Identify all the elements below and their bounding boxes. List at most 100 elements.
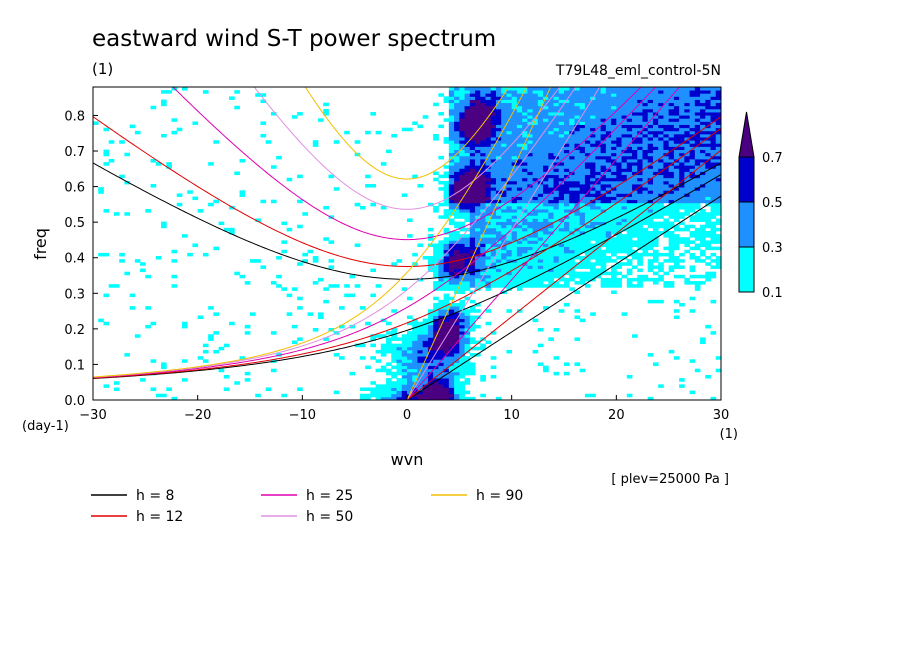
contour-cell — [548, 115, 554, 119]
contour-cell — [265, 140, 272, 144]
contour-cell — [443, 215, 450, 219]
contour-cell — [281, 393, 288, 398]
contour-cell — [652, 171, 659, 176]
contour-cell — [495, 93, 502, 97]
contour-cell — [448, 387, 455, 392]
contour-cell — [469, 365, 476, 370]
contour-cell — [459, 393, 465, 398]
contour-cell — [192, 196, 199, 201]
contour-cell — [600, 105, 607, 110]
contour-cell — [705, 124, 711, 129]
contour-cell — [710, 115, 717, 119]
contour-cell — [564, 146, 570, 150]
contour-cell — [694, 212, 701, 216]
contour-cell — [438, 249, 445, 254]
contour-cell — [522, 184, 528, 188]
contour-cell — [590, 312, 596, 316]
contour-cell — [459, 205, 465, 210]
contour-cell — [532, 130, 539, 135]
contour-cell — [438, 384, 445, 388]
contour-cell — [511, 187, 518, 191]
contour-cell — [537, 90, 544, 94]
contour-cell — [663, 205, 670, 210]
contour-cell — [459, 168, 465, 172]
curve-legend: h = 8h = 12h = 25h = 50h = 90 — [91, 488, 523, 525]
contour-cell — [250, 312, 256, 316]
contour-cell — [454, 306, 460, 310]
contour-cell — [700, 215, 706, 219]
contour-cell — [443, 309, 450, 313]
contour-cell — [611, 221, 617, 226]
contour-cell — [616, 240, 622, 244]
contour-cell — [490, 218, 497, 222]
contour-cell — [652, 259, 659, 263]
contour-cell — [469, 93, 476, 97]
contour-cell — [443, 180, 450, 185]
contour-cell — [605, 152, 612, 157]
contour-cell — [637, 284, 643, 288]
contour-cell — [574, 196, 581, 201]
contour-cell — [616, 249, 622, 254]
contour-cell — [705, 190, 711, 194]
contour-cell — [605, 180, 612, 185]
contour-cell — [532, 174, 539, 179]
contour-cell — [454, 359, 460, 363]
contour-cell — [129, 306, 136, 310]
contour-cell — [438, 309, 445, 313]
contour-cell — [710, 168, 717, 172]
contour-cell — [328, 259, 335, 263]
contour-cell — [427, 315, 434, 320]
contour-cell — [558, 93, 565, 97]
contour-cell — [443, 230, 450, 235]
contour-cell — [574, 209, 581, 213]
contour-cell — [684, 133, 690, 138]
contour-cell — [574, 309, 581, 313]
contour-cell — [522, 99, 528, 104]
contour-cell — [689, 359, 696, 363]
contour-cell — [642, 90, 649, 94]
contour-cell — [464, 196, 471, 201]
contour-cell — [260, 121, 267, 125]
contour-cell — [684, 158, 690, 163]
contour-cell — [516, 87, 523, 91]
contour-cell — [344, 293, 350, 298]
contour-cell — [595, 196, 602, 201]
contour-cell — [475, 202, 481, 207]
contour-cell — [469, 277, 476, 282]
contour-cell — [590, 218, 596, 222]
contour-cell — [370, 343, 376, 348]
contour-cell — [600, 143, 607, 147]
contour-cell — [700, 115, 706, 119]
contour-cell — [469, 112, 476, 116]
contour-cell — [516, 162, 523, 166]
contour-cell — [600, 96, 607, 100]
contour-cell — [522, 168, 528, 172]
contour-cell — [490, 105, 497, 110]
contour-cell — [595, 146, 602, 150]
contour-cell — [658, 224, 664, 229]
contour-cell — [459, 337, 465, 341]
contour-cell — [590, 193, 596, 197]
contour-cell — [658, 137, 664, 141]
contour-cell — [490, 271, 497, 276]
contour-cell — [611, 281, 617, 285]
contour-cell — [480, 184, 486, 188]
contour-cell — [401, 368, 408, 373]
contour-cell — [590, 115, 596, 119]
contour-cell — [595, 262, 602, 266]
contour-cell — [161, 102, 167, 107]
contour-cell — [469, 240, 476, 244]
contour-cell — [652, 277, 659, 282]
contour-cell — [516, 196, 523, 201]
contour-cell — [700, 209, 706, 213]
contour-cell — [501, 152, 507, 157]
contour-cell — [647, 299, 654, 304]
contour-cell — [700, 243, 706, 248]
contour-cell — [553, 177, 560, 182]
contour-cell — [673, 143, 680, 147]
contour-cell — [485, 112, 492, 116]
contour-cell — [611, 252, 617, 257]
contour-cell — [673, 93, 680, 97]
contour-cell — [448, 209, 455, 213]
contour-cell — [642, 158, 649, 163]
